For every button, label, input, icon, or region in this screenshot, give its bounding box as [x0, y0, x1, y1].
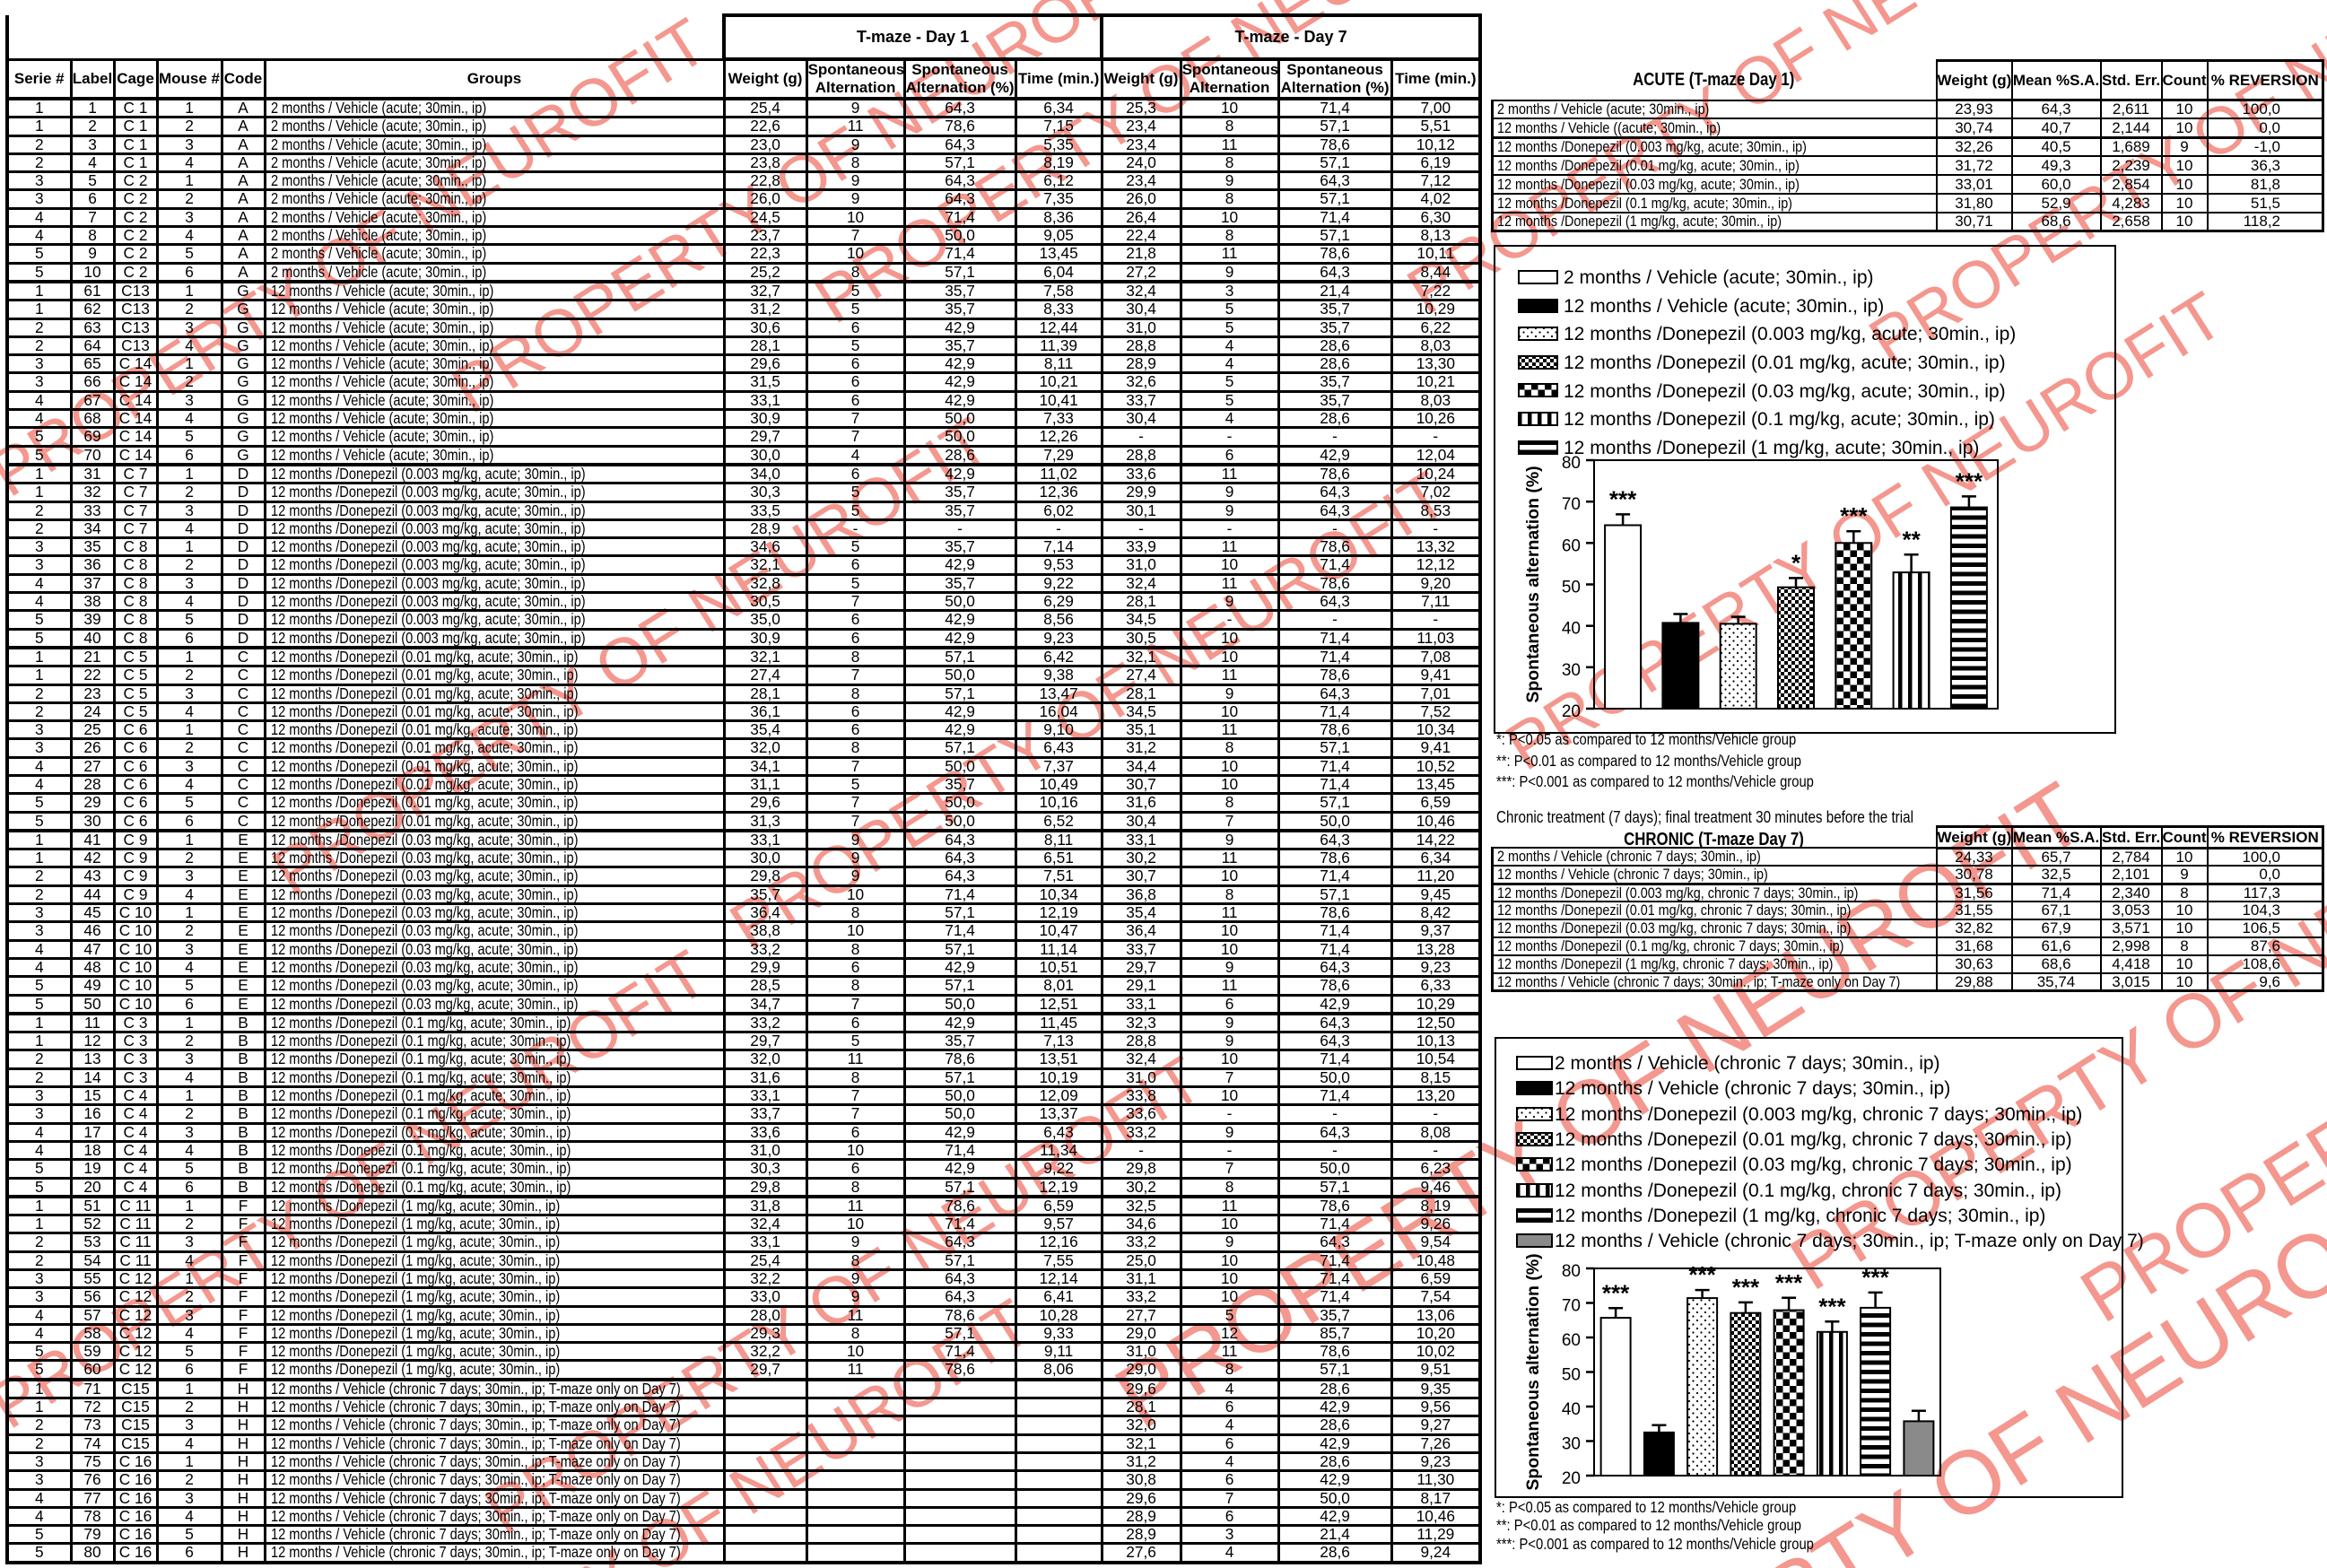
svg-text:80: 80	[1562, 1262, 1581, 1281]
svg-text:Spontaneous alternation (%): Spontaneous alternation (%)	[1523, 466, 1543, 702]
svg-text:*: *	[1791, 549, 1801, 576]
svg-text:**: **	[1902, 526, 1921, 553]
svg-text:50: 50	[1562, 1366, 1581, 1385]
svg-text:***: ***	[1732, 1274, 1760, 1301]
svg-text:***: ***	[1775, 1269, 1803, 1296]
svg-text:***: ***	[1956, 467, 1983, 494]
svg-text:Spontaneous alternation (%): Spontaneous alternation (%)	[1523, 1253, 1543, 1490]
svg-text:40: 40	[1562, 620, 1581, 639]
svg-text:70: 70	[1562, 1297, 1581, 1316]
svg-text:***: ***	[1861, 1264, 1889, 1291]
svg-text:70: 70	[1562, 495, 1581, 514]
svg-text:50: 50	[1562, 579, 1581, 597]
svg-text:***: ***	[1688, 1261, 1716, 1288]
svg-text:20: 20	[1562, 1469, 1581, 1488]
svg-text:***: ***	[1840, 502, 1868, 529]
svg-text:***: ***	[1818, 1293, 1846, 1320]
svg-text:30: 30	[1562, 1435, 1581, 1454]
svg-text:60: 60	[1562, 1331, 1581, 1350]
svg-text:60: 60	[1562, 536, 1581, 555]
svg-text:20: 20	[1562, 702, 1581, 720]
svg-text:***: ***	[1609, 485, 1637, 512]
svg-text:40: 40	[1562, 1400, 1581, 1419]
svg-text:***: ***	[1602, 1279, 1630, 1306]
svg-text:30: 30	[1562, 661, 1581, 680]
svg-text:80: 80	[1562, 454, 1581, 473]
